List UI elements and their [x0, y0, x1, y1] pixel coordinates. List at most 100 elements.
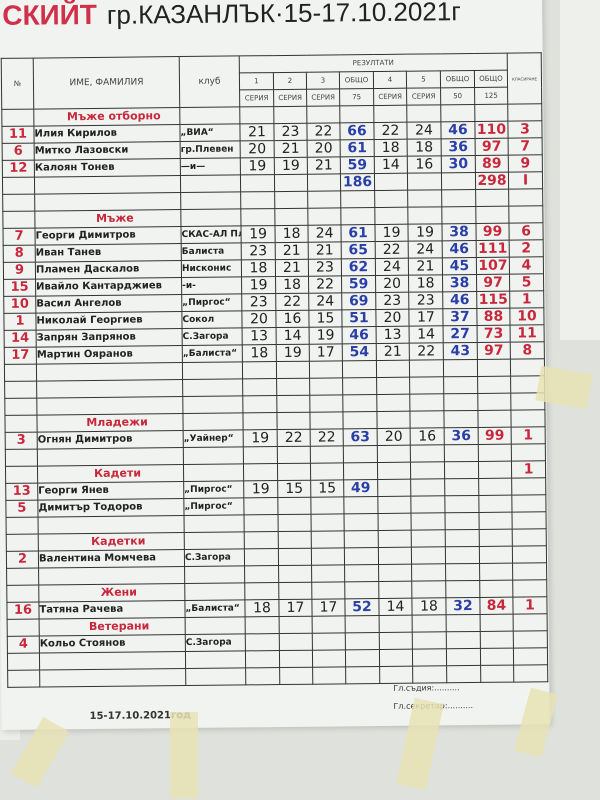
- series-4: 20: [377, 428, 411, 446]
- club: „Уайнер“: [183, 429, 244, 448]
- total-75: [342, 411, 378, 429]
- series-1: 20: [241, 310, 277, 328]
- total-50: [446, 665, 481, 683]
- total-50: 30: [441, 155, 476, 173]
- series-4: [377, 496, 412, 514]
- series-2: 21: [274, 140, 308, 158]
- series-5: [407, 189, 442, 208]
- total-50: 37: [442, 308, 478, 326]
- total-125: [477, 393, 511, 411]
- discipline-title: СКИЙТ: [2, 0, 98, 31]
- series-3: [312, 615, 346, 634]
- start-number: [2, 194, 35, 212]
- athlete-name: Запрян Запрянов: [36, 328, 183, 348]
- series-3: 15: [308, 309, 343, 328]
- start-number: [4, 415, 38, 433]
- club: Нисконис: [181, 259, 242, 278]
- series-4: 14: [374, 156, 408, 174]
- total-75: [345, 632, 380, 650]
- series-1: [244, 582, 279, 600]
- header-s4: 4: [373, 71, 407, 89]
- start-number: 7: [2, 228, 36, 246]
- series-1: [245, 650, 280, 668]
- total-125: [480, 665, 514, 683]
- series-2: [278, 565, 312, 583]
- total-75: 61: [340, 224, 376, 242]
- total-125: [480, 648, 514, 666]
- section-label: Ветерани: [39, 617, 186, 637]
- series-2: 21: [275, 242, 309, 260]
- series-1: 23: [241, 293, 276, 311]
- series-3: 24: [308, 292, 342, 311]
- total-50: [441, 172, 476, 190]
- athlete-name: [34, 175, 181, 195]
- rank: [513, 664, 548, 683]
- section-label: Кадетки: [38, 532, 185, 552]
- series-5: 23: [408, 291, 443, 310]
- series-4: 14: [378, 598, 413, 616]
- series-3: [311, 564, 345, 583]
- total-75: [344, 564, 379, 582]
- rank: [508, 188, 543, 207]
- series-3: 24: [307, 224, 342, 243]
- series-3: 22: [306, 122, 341, 141]
- series-2: [273, 106, 307, 124]
- total-125: [479, 563, 513, 581]
- total-75: [340, 207, 375, 225]
- total-75: [344, 547, 379, 565]
- start-number: 5: [5, 500, 39, 518]
- rank: 1: [511, 460, 546, 479]
- masking-tape: [170, 712, 198, 798]
- total-50: 32: [445, 597, 481, 615]
- athlete-name: Мартин Ояранов: [36, 345, 183, 365]
- series-4: [376, 377, 410, 395]
- series-1: 20: [240, 140, 275, 158]
- series-1: [242, 395, 277, 413]
- start-number: [6, 585, 39, 603]
- series-3: [312, 632, 346, 651]
- start-number: 15: [3, 279, 36, 297]
- series-3: [307, 173, 341, 192]
- athlete-name: [34, 192, 181, 212]
- series-2: 22: [277, 429, 311, 447]
- athlete-name: Николай Георгиев: [35, 311, 183, 331]
- rank: 11: [510, 324, 545, 343]
- series-2: 19: [276, 344, 310, 362]
- series-5: [411, 563, 446, 582]
- series-2: [274, 191, 308, 209]
- total-50: [445, 563, 480, 581]
- adjacent-sheet: [560, 0, 600, 340]
- rank: 2: [509, 239, 544, 258]
- total-50: [443, 359, 478, 377]
- club: -и-: [181, 276, 242, 295]
- header-series: СЕРИЯ: [373, 88, 407, 106]
- start-number: 16: [6, 602, 40, 620]
- series-2: [274, 174, 308, 192]
- header-50: 50: [440, 87, 475, 105]
- series-5: 19: [407, 223, 443, 242]
- total-75: 61: [340, 139, 375, 157]
- series-2: [278, 531, 312, 549]
- rank: [508, 205, 543, 224]
- series-3: [312, 649, 346, 668]
- club: С.Загора: [185, 633, 246, 652]
- total-75: [342, 360, 377, 378]
- rank: 3: [507, 120, 543, 139]
- start-number: [7, 619, 40, 637]
- series-4: [377, 479, 411, 497]
- series-5: [409, 359, 444, 378]
- series-5: [412, 665, 447, 684]
- athlete-name: Димитър Тодоров: [37, 498, 185, 518]
- series-1: [244, 548, 279, 566]
- start-number: [7, 653, 40, 671]
- series-2: [278, 548, 312, 566]
- series-1: [242, 412, 278, 430]
- rank: [511, 477, 546, 496]
- series-3: [310, 496, 345, 515]
- series-1: 19: [243, 480, 278, 498]
- club: С.Загора: [182, 327, 243, 346]
- total-75: [342, 394, 377, 412]
- series-5: 17: [408, 308, 444, 327]
- total-125: [479, 529, 513, 547]
- series-5: [407, 206, 442, 225]
